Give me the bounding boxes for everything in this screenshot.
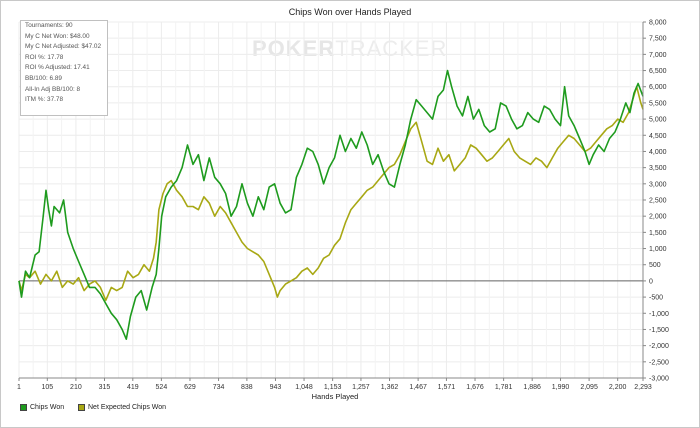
series-line-net-expected-chips-won: [18, 85, 644, 302]
y-tick-label: 5,000: [649, 117, 667, 124]
y-tick-label: 0: [649, 278, 653, 285]
stat-tournaments: Tournaments: 90: [25, 22, 73, 29]
x-tick-label: 105: [41, 384, 53, 391]
x-tick-label: 1,257: [352, 384, 370, 391]
series-lines: [18, 69, 644, 340]
watermark-part2: TRACKER: [335, 36, 448, 61]
y-tick-label: 1,000: [649, 246, 667, 253]
x-tick-label: 1,153: [324, 384, 342, 391]
x-tick-label: 734: [213, 384, 225, 391]
legend-swatch-chips-won: [20, 404, 27, 411]
y-tick-label: 7,000: [649, 52, 667, 59]
x-tick-label: 524: [156, 384, 168, 391]
y-tick-label: 4,000: [649, 149, 667, 156]
x-tick-label: 1,781: [495, 384, 513, 391]
x-tick-label: 2,293: [634, 384, 652, 391]
x-tick-label: 315: [99, 384, 111, 391]
y-tick-label: 6,500: [649, 68, 667, 75]
y-tick-label: -500: [649, 295, 663, 302]
stat-itm: ITM %: 37.78: [25, 96, 64, 104]
stats-box: Tournaments: 90 My C Net Won: $48.00 My …: [20, 20, 108, 116]
y-tick-label: -2,000: [649, 343, 669, 350]
x-tick-label: 2,200: [609, 384, 627, 391]
y-tick-labels: -3,000 -2,500 -2,000 -1,500 -1,000 -500 0 500 1,…: [643, 20, 669, 383]
stat-roi: ROI %: 17.78: [25, 53, 64, 61]
y-tick-label: -1,000: [649, 311, 669, 318]
x-tick-label: 1,886: [523, 384, 541, 391]
legend-label-chips-won: Chips Won: [30, 404, 65, 411]
y-tick-label: 6,000: [649, 84, 667, 91]
stat-allin-bb100: All-In Adj BB/100: 8: [25, 85, 81, 93]
legend-swatch-net-expected: [78, 404, 85, 411]
x-tick-label: 419: [127, 384, 139, 391]
x-tick-label: 2,095: [580, 384, 598, 391]
y-tick-label: -3,000: [649, 376, 669, 383]
y-tick-label: 1,500: [649, 230, 667, 237]
x-tick-label: 1,362: [381, 384, 399, 391]
y-tick-label: 5,500: [649, 100, 667, 107]
legend-label-net-expected: Net Expected Chips Won: [88, 404, 167, 411]
y-tick-label: -1,500: [649, 327, 669, 334]
watermark-part1: POKER: [252, 36, 336, 61]
x-tick-label: 1: [17, 384, 21, 391]
y-tick-label: 8,000: [649, 20, 667, 27]
x-axis-label: Hands Played: [311, 392, 359, 401]
stat-bb100: BB/100: 6.89: [25, 74, 62, 82]
x-tick-label: 1,676: [466, 384, 484, 391]
x-tick-label: 943: [270, 384, 282, 391]
grid-lines: [18, 21, 644, 379]
series-line-chips-won: [18, 69, 644, 340]
y-tick-label: 2,500: [649, 198, 667, 205]
y-tick-label: 7,500: [649, 36, 667, 43]
y-tick-label: 3,000: [649, 181, 667, 188]
chart-legend: Chips Won Net Expected Chips Won: [17, 403, 695, 415]
x-tick-label: 629: [184, 384, 196, 391]
x-tick-label: 1,048: [295, 384, 313, 391]
y-tick-label: 2,000: [649, 214, 667, 221]
legend-item-net-expected[interactable]: Net Expected Chips Won: [78, 404, 166, 411]
legend-item-chips-won[interactable]: Chips Won: [20, 404, 64, 411]
y-tick-label: 3,500: [649, 165, 667, 172]
y-tick-label: 4,500: [649, 133, 667, 140]
x-tick-label: 1,467: [409, 384, 427, 391]
x-tick-label: 1,571: [438, 384, 456, 391]
watermark-logo: POKERTRACKER: [252, 36, 447, 62]
stat-net-won: My C Net Won: $48.00: [25, 32, 90, 40]
stat-net-won-adjusted: My C Net Adjusted: $47.02: [25, 43, 102, 51]
y-tick-label: 500: [649, 262, 661, 269]
x-tick-label: 210: [70, 384, 82, 391]
stat-roi-adjusted: ROI % Adjusted: 17.41: [25, 64, 90, 72]
x-tick-label: 838: [241, 384, 253, 391]
chart-title: Chips Won over Hands Played: [288, 7, 412, 17]
x-tick-label: 1,990: [552, 384, 570, 391]
x-tick-labels: 1 105 210 315 419 524 629 734 838 943 1,048 1,153 1,…: [17, 378, 652, 391]
y-tick-label: -2,500: [649, 359, 669, 366]
